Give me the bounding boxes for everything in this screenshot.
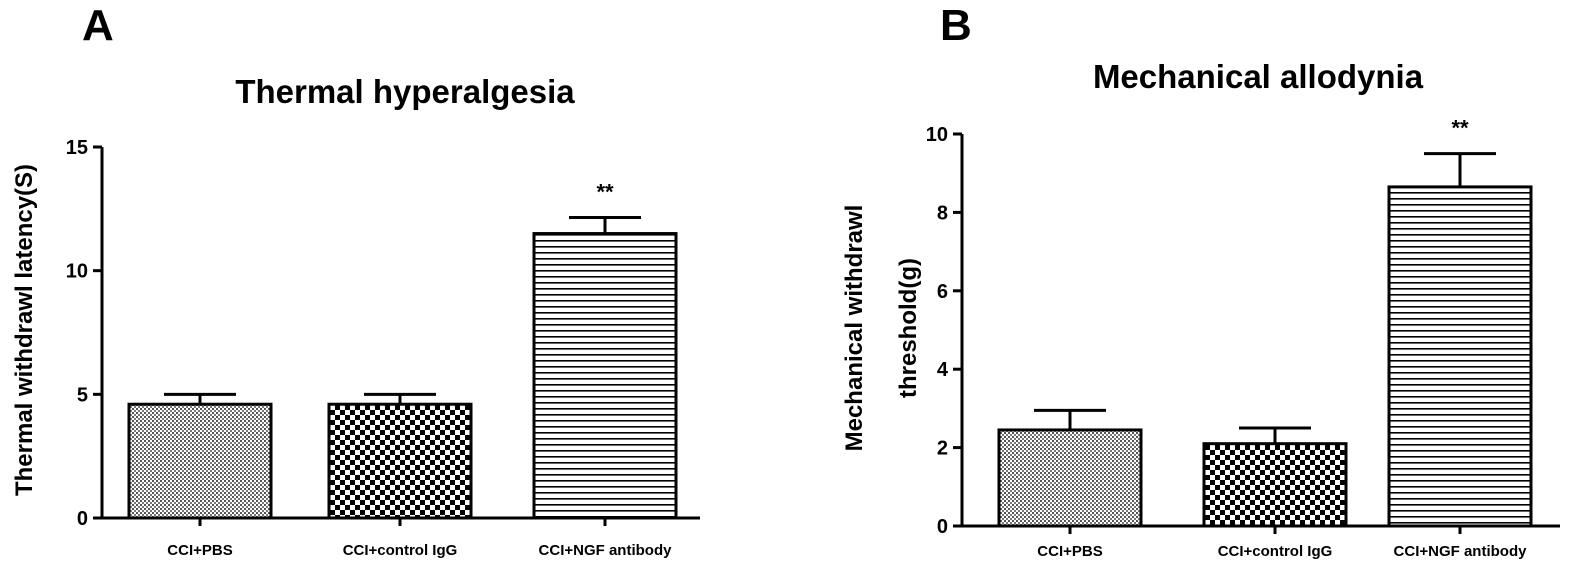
category-label: CCI+control IgG xyxy=(1218,543,1333,560)
y-tick-label: 5 xyxy=(77,384,88,406)
y-tick-label: 0 xyxy=(77,508,88,530)
panel-letter: A xyxy=(82,1,114,50)
bar xyxy=(1202,442,1348,528)
bar xyxy=(532,232,678,520)
category-label: CCI+PBS xyxy=(167,542,232,559)
significance-label: ** xyxy=(1451,116,1469,141)
panel-b: B Mechanical allodynia Mechanical withdraw… xyxy=(841,1,1560,560)
y-axis-label: threshold(g) xyxy=(895,258,922,398)
bar xyxy=(1387,185,1533,528)
bar xyxy=(327,402,473,520)
significance-label: ** xyxy=(596,179,614,204)
bar xyxy=(997,428,1143,528)
y-tick-label: 15 xyxy=(66,137,88,159)
category-label: CCI+PBS xyxy=(1037,543,1102,560)
bar xyxy=(127,402,273,520)
category-label: CCI+NGF antibody xyxy=(1394,543,1528,560)
y-tick-label: 0 xyxy=(937,516,948,538)
y-tick-label: 10 xyxy=(66,261,88,283)
y-tick-label: 6 xyxy=(937,281,948,303)
y-axis-label: Thermal withdrawl latency(S) xyxy=(11,164,38,496)
panel-a: A Thermal hyperalgesia Thermal withdrawl l… xyxy=(11,1,700,559)
y-tick-label: 8 xyxy=(937,202,948,224)
chart-title: Mechanical allodynia xyxy=(1093,58,1424,95)
panel-letter: B xyxy=(940,1,972,50)
chart-title: Thermal hyperalgesia xyxy=(235,73,575,110)
y-axis-label: Mechanical withdrawl xyxy=(841,205,868,452)
category-label: CCI+control IgG xyxy=(343,542,458,559)
y-tick-label: 2 xyxy=(937,438,948,460)
y-tick-label: 4 xyxy=(937,359,949,381)
y-tick-label: 10 xyxy=(926,124,948,146)
category-label: CCI+NGF antibody xyxy=(539,542,673,559)
